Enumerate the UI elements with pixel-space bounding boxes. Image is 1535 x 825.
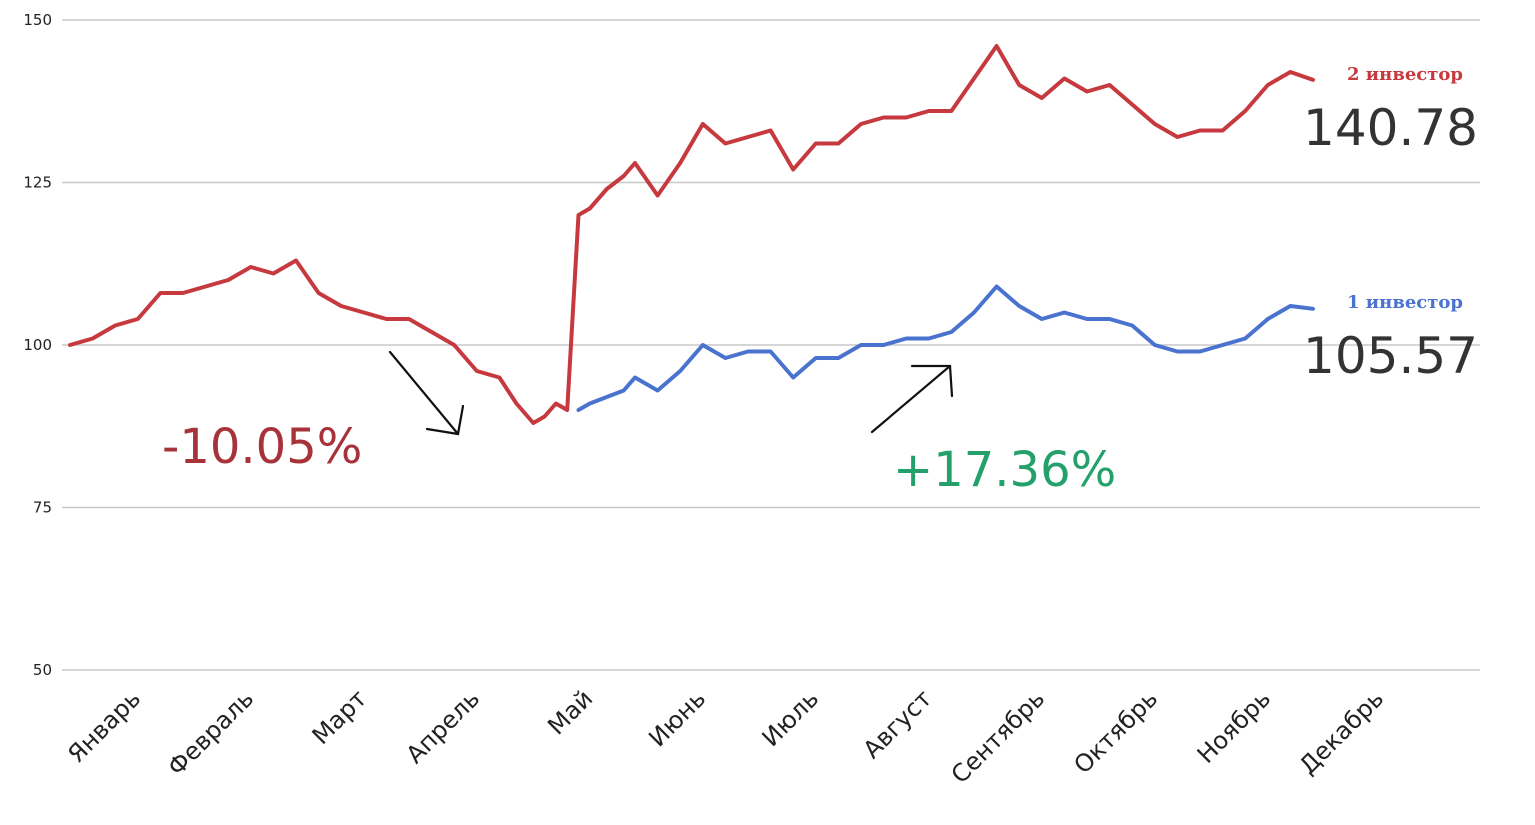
series-final-value: 105.57 bbox=[1303, 327, 1478, 385]
annotation-growth: +17.36% bbox=[893, 442, 1116, 498]
x-tick-label: Октябрь bbox=[1069, 684, 1164, 779]
y-tick-label: 100 bbox=[23, 336, 52, 354]
series-final-value: 140.78 bbox=[1303, 99, 1478, 157]
series-line-1 bbox=[68, 44, 1315, 425]
y-tick-label: 75 bbox=[33, 499, 52, 517]
x-tick-label: Февраль bbox=[162, 684, 259, 781]
series-name-label: 1 инвестор bbox=[1347, 292, 1463, 313]
arrow-up-icon bbox=[870, 364, 954, 434]
series-labels: 2 инвестор 140.78 1 инвестор 105.57 bbox=[1303, 64, 1478, 385]
x-tick-label: Август bbox=[858, 684, 938, 764]
x-tick-label: Апрель bbox=[401, 684, 486, 769]
x-axis-month-labels: Январь Февраль Март Апрель Май Июнь Июль Август… bbox=[62, 684, 1389, 789]
series-lines bbox=[68, 44, 1315, 425]
x-tick-label: Ноябрь bbox=[1192, 684, 1276, 768]
x-tick-label: Сентябрь bbox=[946, 684, 1051, 789]
x-tick-label: Май bbox=[542, 684, 598, 740]
series-line-2 bbox=[576, 284, 1315, 412]
y-axis-ticks: 50 75 100 125 150 bbox=[23, 11, 52, 679]
grid-lines bbox=[62, 19, 1480, 671]
annotation-decline: -10.05% bbox=[162, 419, 362, 475]
x-tick-label: Март bbox=[307, 684, 373, 750]
x-tick-label: Июнь bbox=[643, 684, 711, 752]
series-name-label: 2 инвестор bbox=[1347, 64, 1463, 85]
arrow-down-icon bbox=[388, 350, 465, 436]
x-tick-label: Декабрь bbox=[1294, 684, 1389, 779]
x-tick-label: Июль bbox=[757, 684, 825, 752]
x-tick-label: Январь bbox=[62, 684, 146, 768]
y-tick-label: 150 bbox=[23, 11, 52, 29]
y-tick-label: 50 bbox=[33, 661, 52, 679]
y-tick-label: 125 bbox=[23, 174, 52, 192]
